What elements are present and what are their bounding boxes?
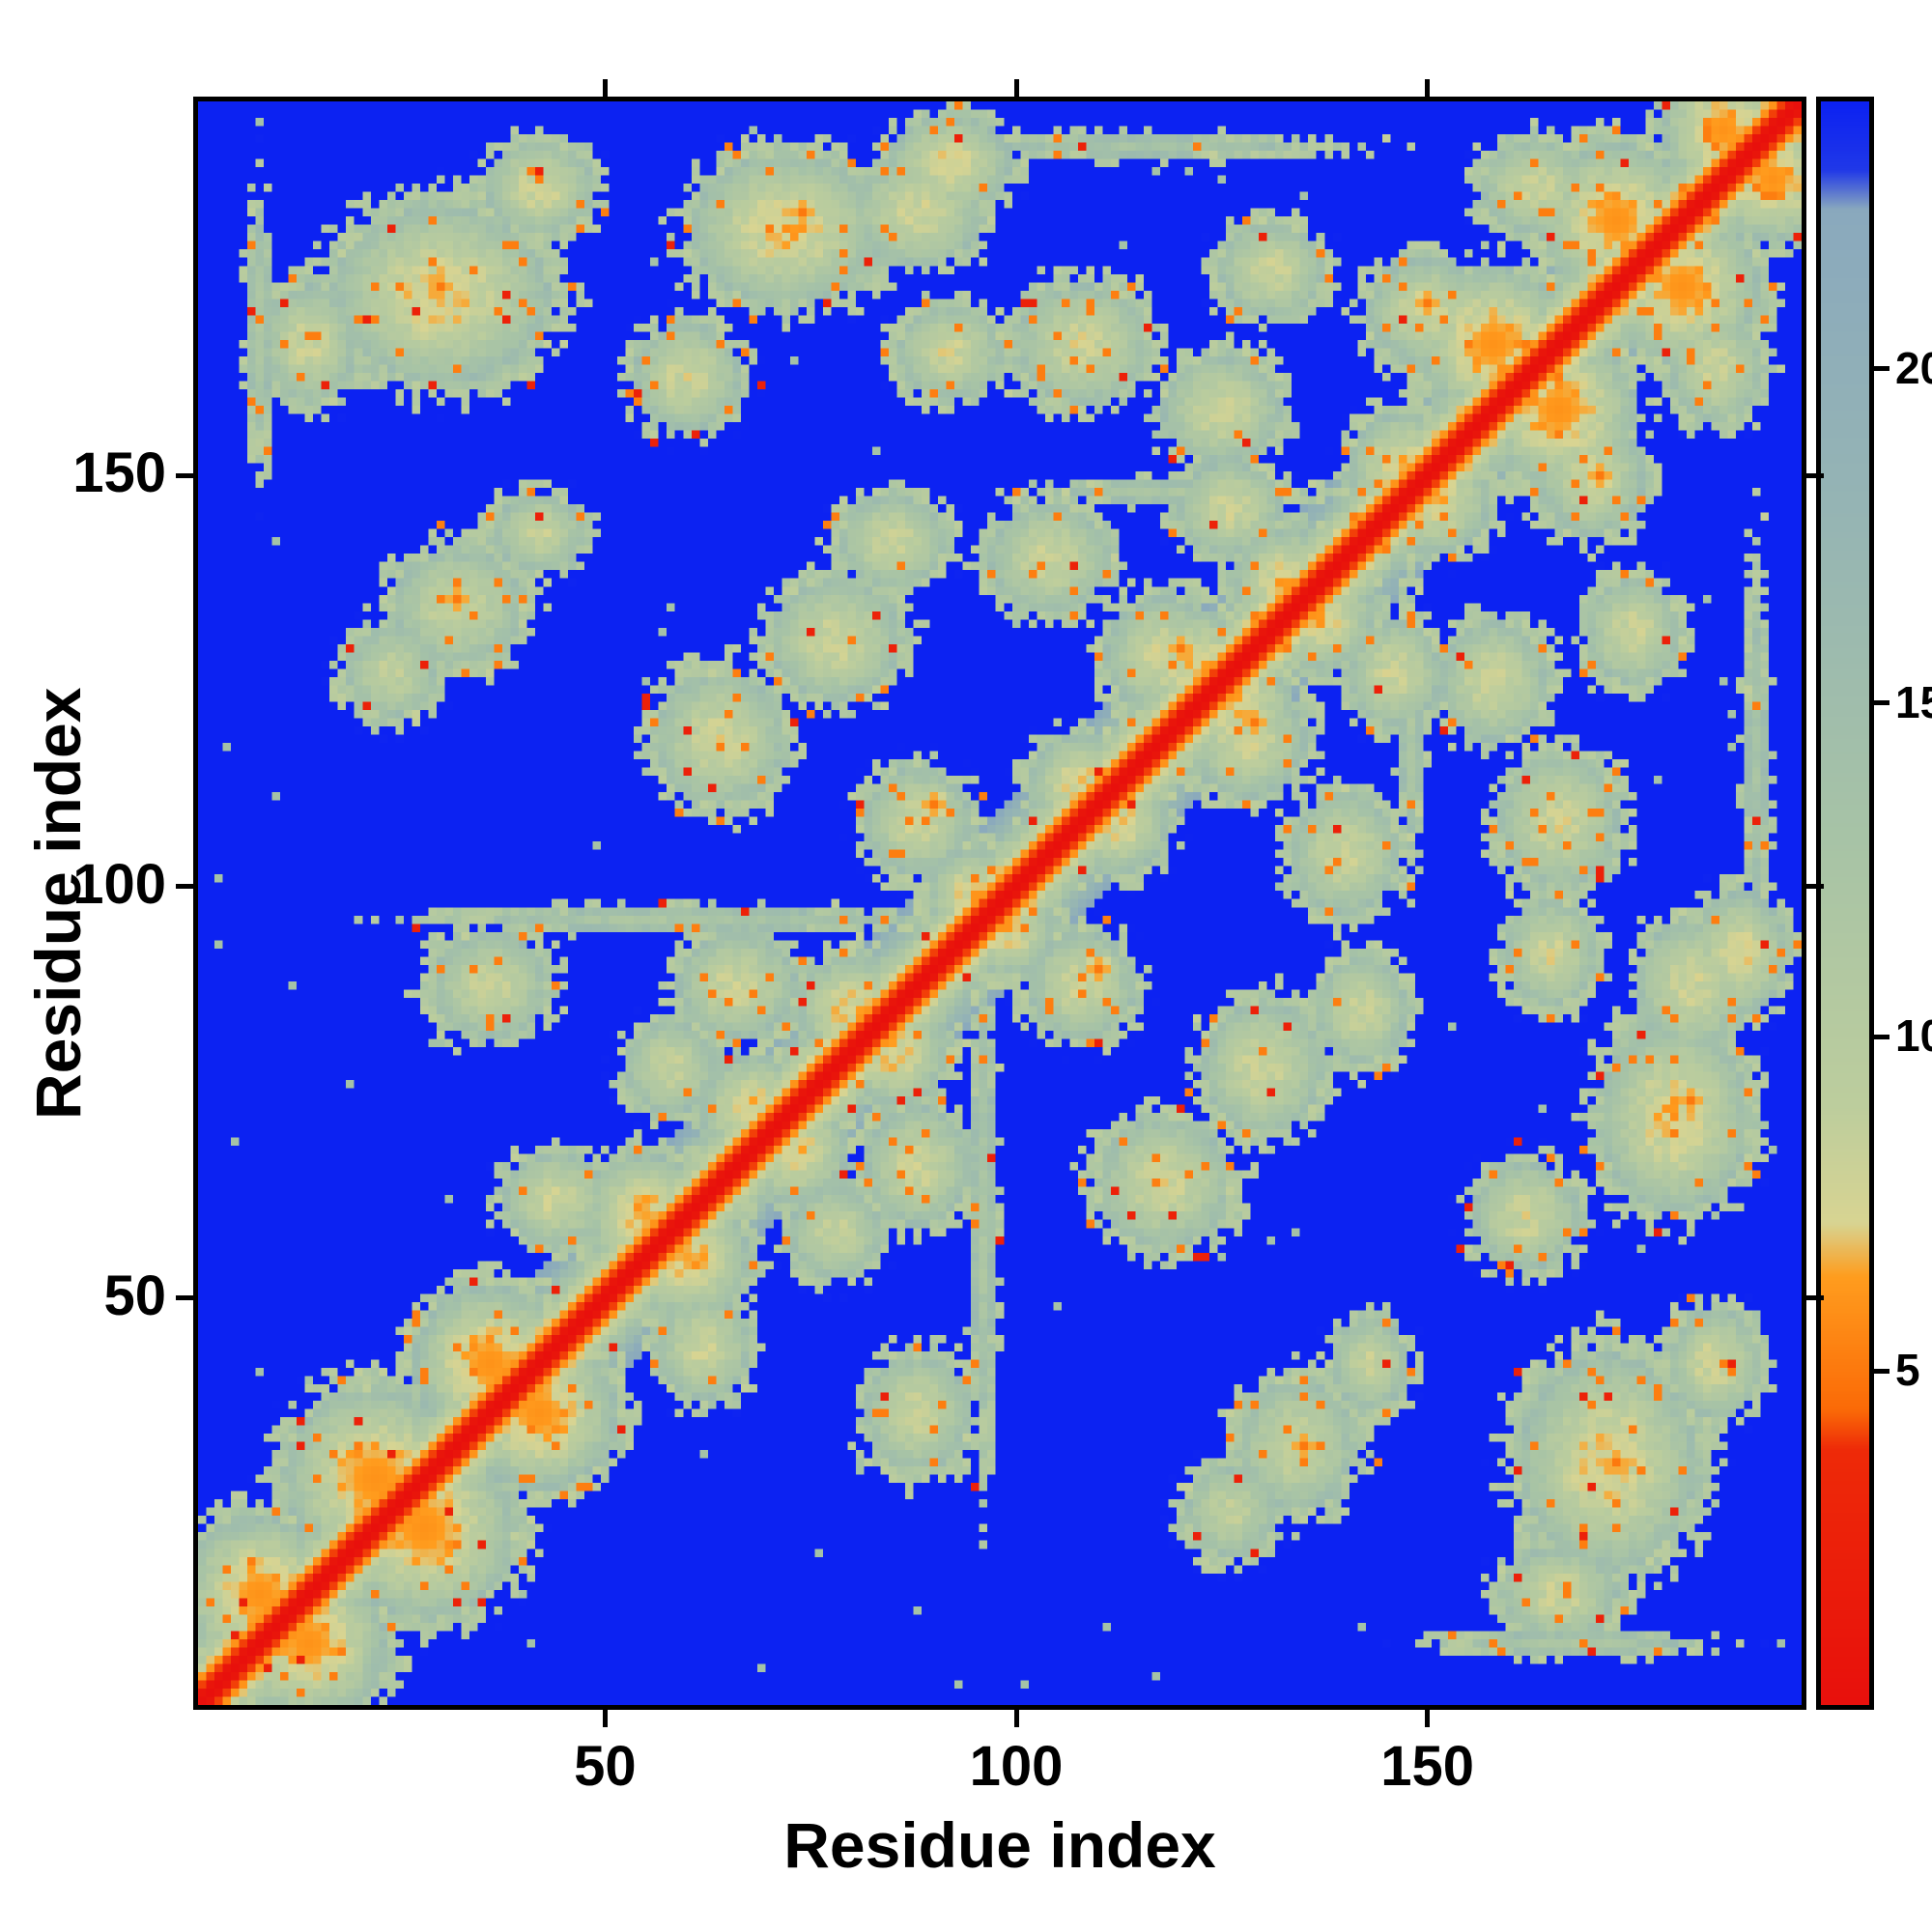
x-tick-label: 100 [969, 1735, 1064, 1798]
colorbar-tick [1874, 700, 1889, 705]
colorbar-tick-label: 20 [1895, 342, 1932, 393]
colorbar-gradient [1821, 101, 1869, 1705]
colorbar-tick [1874, 1368, 1889, 1374]
x-tick-label: 150 [1380, 1735, 1475, 1798]
y-tick-label: 50 [103, 1264, 166, 1327]
y-tick-right [1806, 472, 1824, 478]
x-tick-top [1013, 79, 1019, 97]
x-tick-label: 50 [574, 1735, 637, 1798]
y-tick [176, 1295, 193, 1301]
x-tick-top [1425, 79, 1431, 97]
x-tick-top [602, 79, 608, 97]
plot-area [193, 97, 1806, 1710]
colorbar-tick [1874, 1034, 1889, 1039]
x-axis-label: Residue index [783, 1809, 1216, 1881]
colorbar-tick-label: 15 [1895, 676, 1932, 727]
y-tick-right [1806, 1295, 1824, 1301]
y-tick-label: 100 [72, 852, 166, 916]
x-tick [1013, 1710, 1019, 1727]
x-tick [602, 1710, 608, 1727]
y-tick [176, 472, 193, 478]
x-tick [1425, 1710, 1431, 1727]
y-tick-right [1806, 884, 1824, 890]
colorbar [1816, 97, 1874, 1710]
colorbar-tick [1874, 366, 1889, 372]
y-tick [176, 884, 193, 890]
colorbar-tick-label: 5 [1895, 1345, 1920, 1396]
colorbar-tick-label: 10 [1895, 1010, 1932, 1062]
heatmap-canvas [198, 101, 1802, 1705]
y-axis-label: Residue index [22, 687, 94, 1120]
y-tick-label: 150 [72, 441, 166, 505]
